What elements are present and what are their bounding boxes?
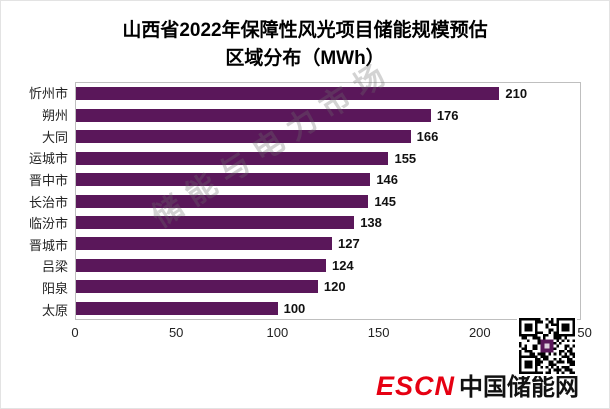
bar-row: 120 bbox=[76, 279, 580, 295]
x-tick-label: 100 bbox=[266, 325, 289, 341]
value-label: 138 bbox=[360, 215, 382, 231]
bar bbox=[76, 258, 326, 272]
category-label: 晋城市 bbox=[28, 237, 68, 253]
bar bbox=[76, 173, 371, 187]
bar-row: 100 bbox=[76, 300, 580, 316]
category-label: 太原 bbox=[41, 302, 68, 318]
chart-title-line2: 区域分布（MWh） bbox=[225, 47, 385, 69]
chart-title: 山西省2022年保障性风光项目储能规模预估 区域分布（MWh） bbox=[1, 17, 609, 72]
bar bbox=[76, 280, 318, 294]
x-tick-label: 200 bbox=[468, 325, 491, 341]
value-label: 166 bbox=[416, 129, 439, 145]
chart-title-line1: 山西省2022年保障性风光项目储能规模预估 bbox=[122, 20, 488, 41]
value-label: 210 bbox=[505, 86, 528, 102]
site-logo-chinese: 中国储能网 bbox=[459, 374, 579, 401]
bar-row: 146 bbox=[76, 172, 580, 188]
bar bbox=[76, 237, 333, 251]
category-label: 临汾市 bbox=[28, 216, 68, 232]
category-label: 忻州市 bbox=[28, 86, 68, 102]
chart-area: 忻州市朔州大同运城市晋中市长治市临汾市晋城市吕梁阳泉太原 210 176 166 15… bbox=[13, 82, 592, 342]
plot-area: 210 176 166 155 146 145 138 127 124 120 100 bbox=[75, 82, 581, 321]
category-label: 大同 bbox=[41, 129, 68, 145]
value-label: 120 bbox=[323, 279, 346, 295]
category-label: 晋中市 bbox=[28, 172, 68, 188]
y-axis-labels: 忻州市朔州大同运城市晋中市长治市临汾市晋城市吕梁阳泉太原 bbox=[13, 82, 75, 320]
value-label: 100 bbox=[283, 300, 306, 316]
bar-row: 166 bbox=[76, 129, 580, 145]
bar bbox=[76, 301, 278, 315]
bar bbox=[76, 87, 500, 101]
bar bbox=[76, 108, 431, 122]
qr-code bbox=[517, 316, 577, 376]
bar-row: 210 bbox=[76, 86, 580, 102]
value-label: 127 bbox=[338, 236, 360, 252]
site-logo-escn: ESCN bbox=[375, 371, 455, 401]
value-label: 145 bbox=[374, 193, 397, 209]
bar-row: 138 bbox=[76, 215, 580, 231]
site-logo: ESCN 中国储能网 bbox=[376, 367, 579, 402]
category-label: 朔州 bbox=[41, 108, 68, 124]
x-axis: 0 50 100 150 200 250 bbox=[71, 320, 591, 342]
x-tick-label: 150 bbox=[367, 325, 390, 341]
bar bbox=[76, 216, 355, 230]
value-label: 176 bbox=[436, 107, 459, 123]
category-label: 长治市 bbox=[28, 194, 68, 210]
value-label: 155 bbox=[394, 150, 417, 166]
x-tick-label: 0 bbox=[71, 325, 79, 341]
category-label: 运城市 bbox=[28, 151, 68, 167]
bar bbox=[76, 194, 369, 208]
bar-row: 124 bbox=[76, 257, 580, 273]
x-tick-label: 50 bbox=[168, 325, 184, 341]
bar bbox=[76, 151, 389, 165]
bar-row: 127 bbox=[76, 236, 580, 252]
category-label: 阳泉 bbox=[41, 281, 68, 297]
value-label: 146 bbox=[376, 172, 399, 188]
bar-row: 155 bbox=[76, 150, 580, 166]
value-label: 124 bbox=[331, 257, 354, 273]
category-label: 吕梁 bbox=[41, 259, 68, 275]
bar-row: 176 bbox=[76, 107, 580, 123]
bar bbox=[76, 130, 411, 144]
bar-row: 145 bbox=[76, 193, 580, 209]
